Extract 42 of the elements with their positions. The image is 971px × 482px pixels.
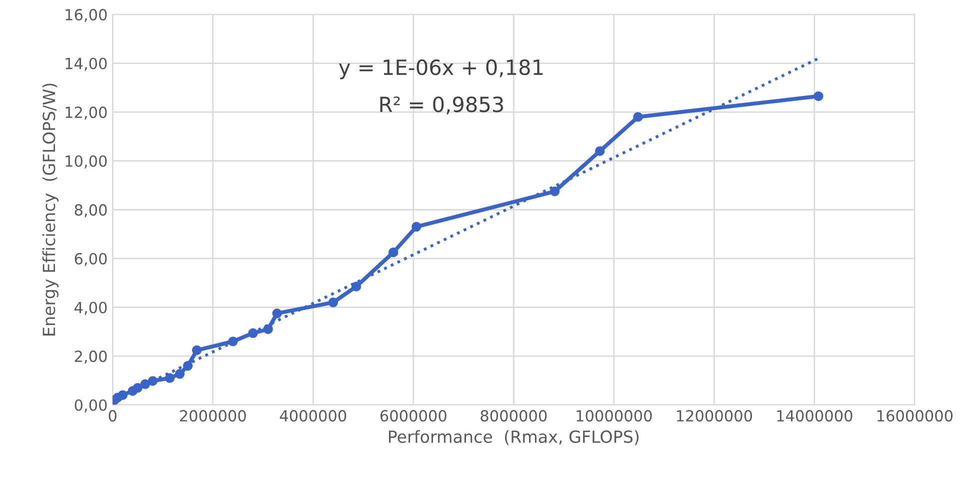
y-tick-label: 4,00 xyxy=(74,302,107,315)
point xyxy=(272,308,282,318)
point xyxy=(351,282,362,292)
point xyxy=(412,222,422,232)
point xyxy=(164,373,175,383)
point xyxy=(263,324,273,334)
point xyxy=(132,382,143,393)
annotation: R² = 0,9853 xyxy=(380,96,504,114)
x-tick-label: 16000000 xyxy=(877,410,953,422)
point xyxy=(328,298,338,308)
y-tick-label: 8,00 xyxy=(74,204,107,218)
point xyxy=(550,186,560,196)
point xyxy=(174,369,185,379)
y-tick-label: 14,00 xyxy=(66,58,107,71)
y-tick-label: 2,00 xyxy=(74,350,107,364)
x-tick-label: 0 xyxy=(108,410,116,422)
x-tick-label: 4000000 xyxy=(280,410,346,422)
x-tick-label: 10000000 xyxy=(576,410,652,422)
point xyxy=(118,390,128,400)
y-tick-label: 6,00 xyxy=(74,252,107,266)
x-tick-label: 8000000 xyxy=(480,410,547,422)
annotation: y = 1E-06x + 0,181 xyxy=(339,59,543,80)
y-axis-title: Energy Efficiency (GFLOPS/W) xyxy=(42,84,58,336)
x-tick-label: 12000000 xyxy=(676,410,752,422)
point xyxy=(814,91,824,102)
y-tick-label: 0,00 xyxy=(74,399,107,412)
x-tick-label: 2000000 xyxy=(180,410,246,422)
point xyxy=(228,336,238,346)
point xyxy=(148,376,158,386)
point xyxy=(633,112,643,122)
y-tick-label: 10,00 xyxy=(66,155,107,168)
y-tick-label: 12,00 xyxy=(66,106,107,120)
point xyxy=(140,379,150,389)
point xyxy=(595,146,605,156)
x-tick-label: 14000000 xyxy=(777,410,852,422)
point xyxy=(192,345,202,356)
point xyxy=(248,328,258,338)
x-axis-title: Performance (Rmax, GFLOPS) xyxy=(388,430,639,445)
x-tick-label: 6000000 xyxy=(380,410,446,422)
y-tick-label: 16,00 xyxy=(66,8,107,22)
point xyxy=(388,248,398,258)
point xyxy=(182,360,193,371)
